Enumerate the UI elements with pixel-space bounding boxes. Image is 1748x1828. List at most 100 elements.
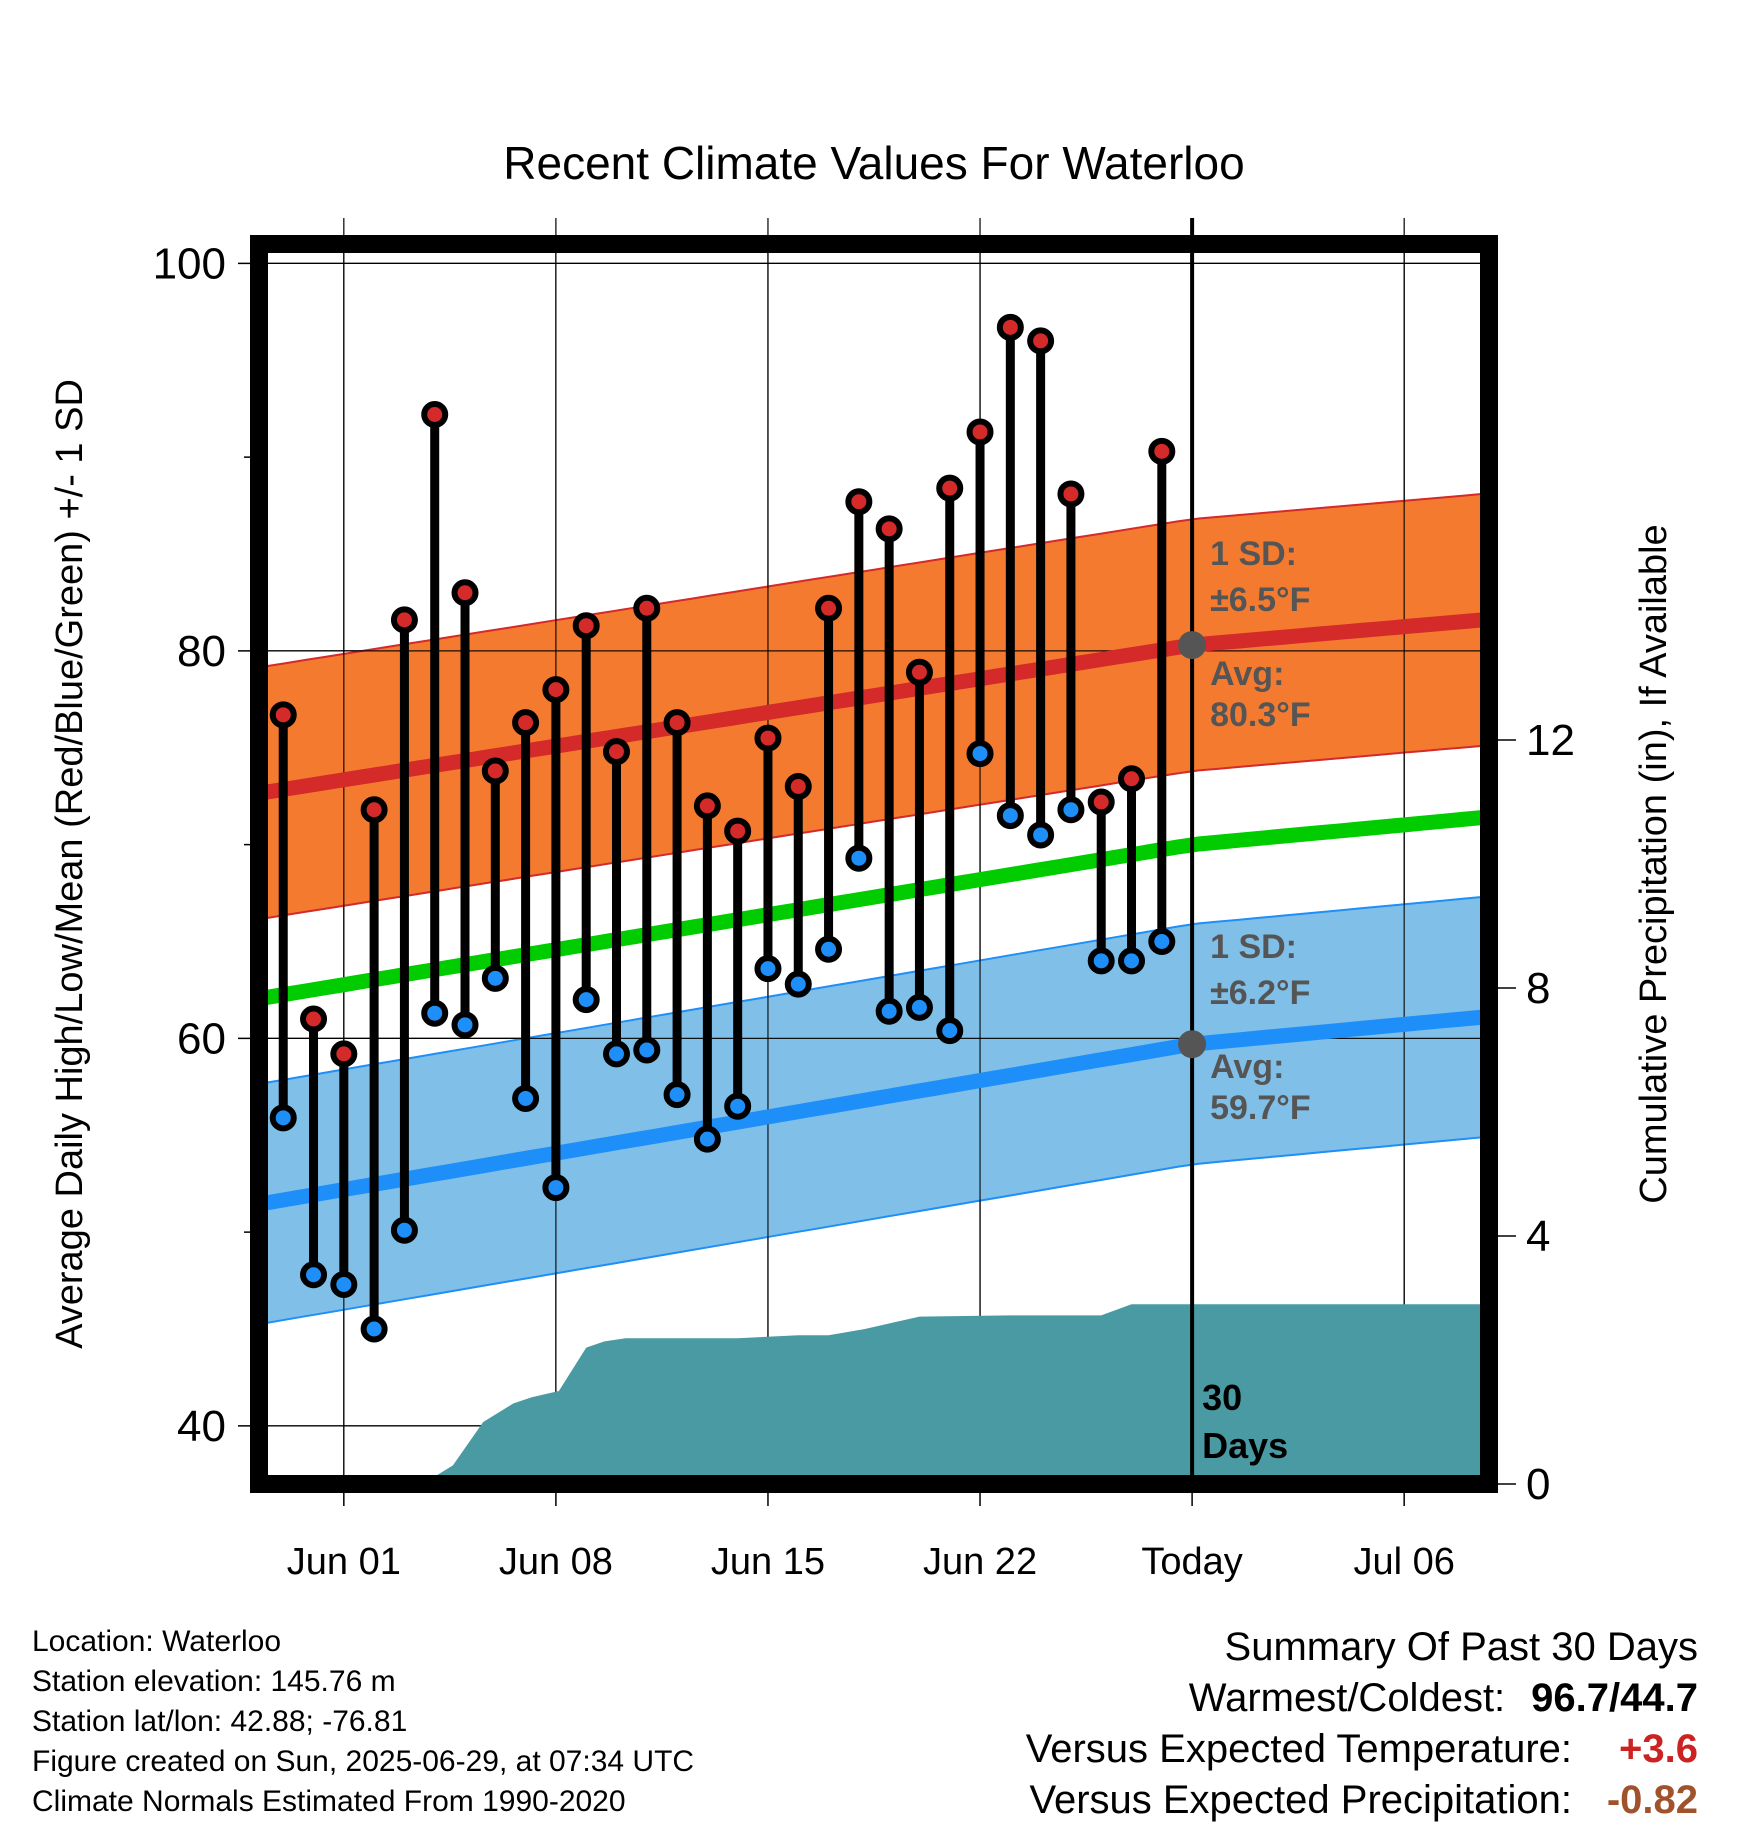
daily-low-point <box>269 1104 297 1132</box>
x-tick-label: Jun 22 <box>923 1541 1037 1583</box>
daily-low-point <box>300 1261 328 1289</box>
daily-high-point <box>1118 765 1146 793</box>
precip-anomaly-row: Versus Expected Precipitation: -0.82 <box>1026 1775 1698 1826</box>
daily-low-point <box>542 1174 570 1202</box>
chart-title: Recent Climate Values For Waterloo <box>503 137 1244 189</box>
days-count-label: 30 <box>1202 1377 1242 1418</box>
y2-tick-label: 8 <box>1526 964 1550 1013</box>
daily-high-point <box>815 594 843 622</box>
daily-low-point <box>602 1040 630 1068</box>
daily-low-point <box>572 986 600 1014</box>
daily-low-point <box>451 1011 479 1039</box>
high-avg-label: Avg: <box>1210 655 1284 693</box>
warmest-label: Warmest/Coldest: <box>1188 1676 1506 1720</box>
daily-high-point <box>451 579 479 607</box>
x-tick-label: Jun 08 <box>499 1541 613 1583</box>
daily-high-point <box>845 488 873 516</box>
daily-high-point <box>542 676 570 704</box>
low-avg-value: 59.7°F <box>1210 1089 1311 1127</box>
daily-low-point <box>905 993 933 1021</box>
daily-low-point <box>1087 947 1115 975</box>
x-tick-label: Jul 06 <box>1353 1541 1454 1583</box>
daily-low-point <box>663 1081 691 1109</box>
y-tick-label: 40 <box>177 1402 226 1451</box>
daily-low-point <box>875 997 903 1025</box>
daily-high-point <box>1027 327 1055 355</box>
daily-low-point <box>1148 928 1176 955</box>
temp-anomaly-row: Versus Expected Temperature: +3.6 <box>1026 1724 1698 1775</box>
warmest-value: 96.7/44.7 <box>1531 1676 1698 1720</box>
daily-high-point <box>602 738 630 766</box>
daily-low-point <box>360 1315 388 1343</box>
daily-high-point <box>360 796 388 824</box>
daily-high-point <box>754 724 782 752</box>
daily-low-point <box>512 1084 540 1112</box>
precip-anomaly-label: Versus Expected Precipitation: <box>1029 1778 1572 1822</box>
daily-high-point <box>300 1005 328 1033</box>
daily-low-point <box>724 1092 752 1120</box>
daily-high-point <box>421 401 449 428</box>
daily-high-point <box>1148 437 1176 465</box>
precip-anomaly-value: -0.82 <box>1606 1778 1698 1822</box>
daily-low-point <box>966 740 994 768</box>
y-tick-label: 80 <box>177 627 226 676</box>
daily-high-point <box>1087 788 1115 816</box>
daily-low-point <box>1027 821 1055 849</box>
x-tick-label: Jun 01 <box>287 1541 401 1583</box>
daily-low-point <box>1057 796 1085 824</box>
daily-low-point <box>754 955 782 983</box>
daily-high-point <box>390 606 418 634</box>
station-info: Location: Waterloo Station elevation: 14… <box>32 1622 694 1822</box>
y2-tick-label: 0 <box>1526 1460 1550 1509</box>
daily-low-point <box>390 1216 418 1244</box>
y-axis-title: Average Daily High/Low/Mean (Red/Blue/Gr… <box>49 379 91 1349</box>
daily-high-point <box>572 612 600 640</box>
daily-low-point <box>633 1036 661 1064</box>
temp-anomaly-value: +3.6 <box>1619 1727 1698 1771</box>
high-avg-value: 80.3°F <box>1210 696 1311 734</box>
daily-low-point <box>481 964 509 992</box>
daily-low-point <box>784 970 812 998</box>
temp-anomaly-label: Versus Expected Temperature: <box>1025 1727 1572 1771</box>
daily-high-point <box>1057 480 1085 508</box>
daily-high-point <box>481 757 509 785</box>
low-avg-label: Avg: <box>1210 1048 1284 1086</box>
daily-high-point <box>269 701 297 729</box>
location-text: Location: Waterloo <box>32 1625 282 1658</box>
plot-frame <box>250 235 1498 1493</box>
daily-high-point <box>330 1040 358 1068</box>
elevation-text: Station elevation: 145.76 m <box>32 1665 396 1698</box>
daily-low-point <box>845 844 873 872</box>
normals-text: Climate Normals Estimated From 1990-2020 <box>32 1785 626 1818</box>
y2-axis-title: Cumulative Precipitation (in), If Availa… <box>1633 524 1675 1203</box>
daily-low-point <box>421 999 449 1027</box>
avg-low-line <box>263 1009 1484 1211</box>
daily-high-point <box>512 709 540 737</box>
daily-high-point <box>693 792 721 820</box>
x-axis-title: Day <box>840 1599 908 1600</box>
daily-low-point <box>1118 947 1146 975</box>
high-sd-value: ±6.5°F <box>1210 581 1310 619</box>
x-tick-label: Today <box>1141 1541 1242 1583</box>
y2-tick-label: 4 <box>1526 1212 1550 1261</box>
precip-area <box>265 1304 1483 1484</box>
daily-low-point <box>693 1125 721 1153</box>
y-tick-label: 100 <box>153 239 226 288</box>
x-tick-label: Jun 15 <box>711 1541 825 1583</box>
latlon-text: Station lat/lon: 42.88; -76.81 <box>32 1705 408 1738</box>
daily-low-point <box>330 1270 358 1298</box>
avg-high-marker <box>1178 631 1207 660</box>
warmest-coldest-row: Warmest/Coldest: 96.7/44.7 <box>1026 1673 1698 1724</box>
daily-high-point <box>966 418 994 446</box>
low-sd-label: 1 SD: <box>1210 928 1297 966</box>
daily-low-point <box>996 802 1024 830</box>
low-sd-value: ±6.2°F <box>1210 974 1310 1012</box>
daily-low-point <box>936 1017 964 1045</box>
daily-high-point <box>633 594 661 622</box>
daily-high-point <box>936 474 964 502</box>
daily-high-point <box>875 515 903 543</box>
daily-high-point <box>905 658 933 686</box>
daily-low-point <box>815 935 843 963</box>
days-unit-label: Days <box>1202 1425 1288 1466</box>
